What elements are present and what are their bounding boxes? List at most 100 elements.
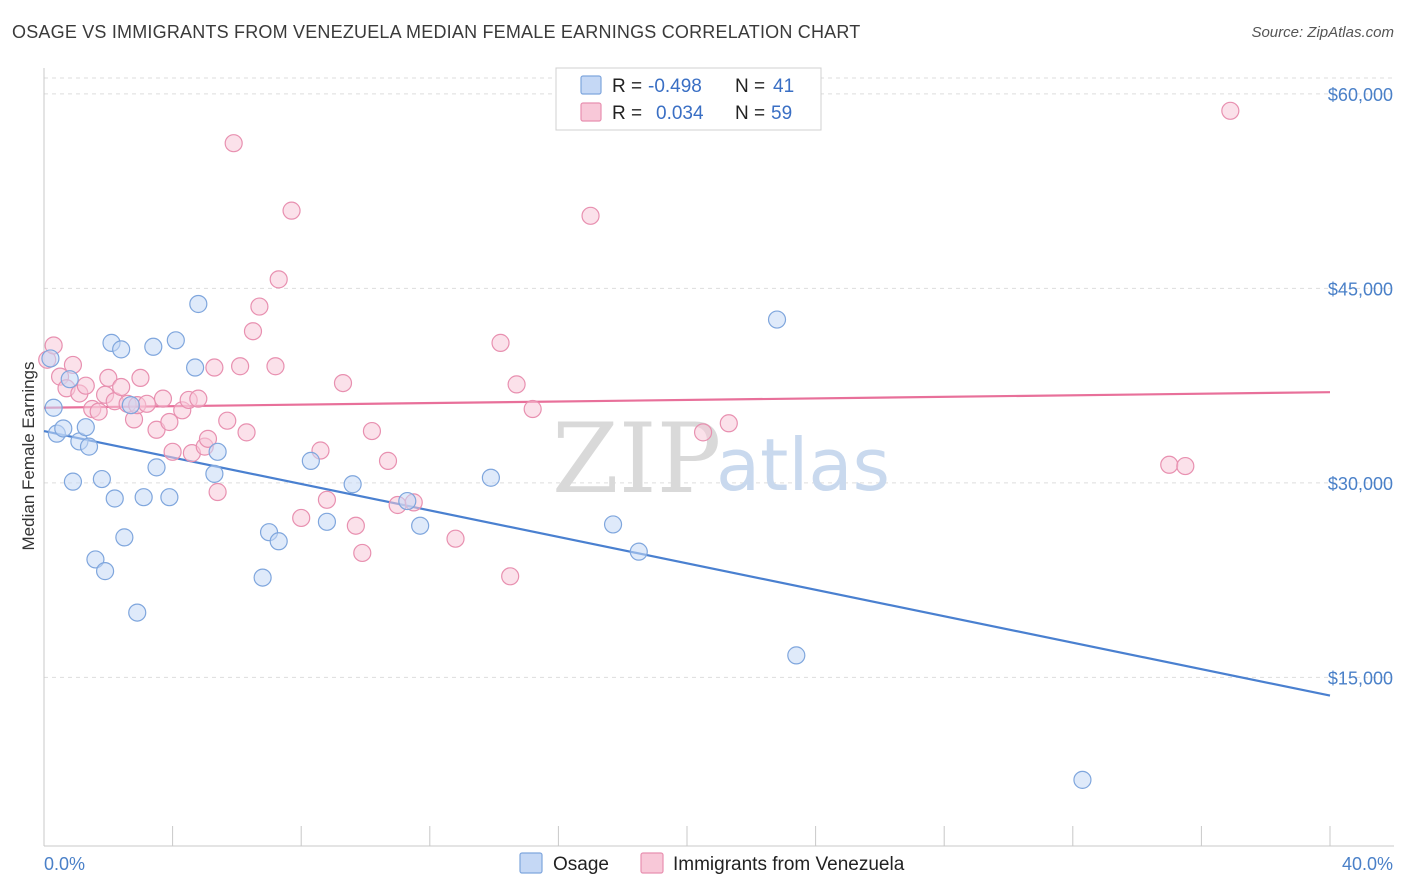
venezuela-point bbox=[250, 297, 269, 316]
watermark-atlas: atlas bbox=[716, 423, 890, 507]
venezuela-point bbox=[346, 516, 365, 535]
series-legend-label-venezuela: Immigrants from Venezuela bbox=[673, 854, 905, 875]
osage-point bbox=[787, 646, 806, 665]
venezuela-point bbox=[507, 375, 526, 394]
osage-point bbox=[301, 451, 320, 470]
osage-point bbox=[86, 550, 105, 569]
venezuela-point bbox=[76, 376, 95, 395]
osage-point bbox=[629, 542, 648, 561]
venezuela-point bbox=[362, 421, 382, 441]
series-legend-swatch-venezuela bbox=[640, 852, 664, 874]
venezuela-point bbox=[292, 508, 311, 528]
osage-point bbox=[205, 464, 224, 483]
venezuela-point bbox=[491, 333, 510, 352]
axes bbox=[43, 68, 1394, 847]
x-axis-ticks bbox=[43, 826, 1331, 846]
venezuela-point bbox=[266, 357, 285, 376]
osage-point bbox=[121, 396, 140, 415]
y-tick-label: $30,000 bbox=[1328, 474, 1393, 494]
osage-point bbox=[208, 442, 227, 461]
osage-point bbox=[44, 398, 63, 417]
legend-n-label-osage: N = bbox=[735, 76, 765, 97]
y-tick-label: $15,000 bbox=[1328, 668, 1393, 688]
venezuela-point bbox=[218, 411, 237, 430]
venezuela-point bbox=[378, 451, 398, 470]
chart-source: Source: ZipAtlas.com bbox=[1251, 24, 1394, 41]
venezuela-point bbox=[523, 399, 542, 419]
legend-n-value-venezuela: 59 bbox=[771, 103, 792, 124]
venezuela-point bbox=[89, 402, 108, 421]
y-tick-label: $60,000 bbox=[1328, 85, 1393, 105]
venezuela-point bbox=[137, 394, 156, 413]
y-axis-label: Median Female Earnings bbox=[19, 362, 38, 551]
osage-point bbox=[317, 512, 337, 531]
venezuela-trend-line bbox=[43, 391, 1331, 409]
series-legend: Osage Immigrants from Venezuela bbox=[519, 852, 905, 875]
legend-r-value-venezuela: 0.034 bbox=[656, 103, 704, 124]
x-tick-label-min: 0.0% bbox=[44, 854, 85, 874]
venezuela-point bbox=[1221, 101, 1240, 120]
legend-r-label-venezuela: R = bbox=[612, 103, 642, 124]
venezuela-point bbox=[131, 368, 150, 388]
venezuela-point bbox=[153, 389, 173, 408]
legend-swatch-venezuela bbox=[580, 102, 602, 122]
osage-point bbox=[1073, 770, 1092, 789]
venezuela-point bbox=[693, 423, 713, 442]
osage-point bbox=[54, 419, 73, 438]
venezuela-point bbox=[231, 357, 250, 376]
osage-point bbox=[92, 469, 111, 489]
osage-point bbox=[105, 489, 124, 508]
venezuela-point bbox=[719, 414, 738, 433]
series-legend-swatch-osage bbox=[519, 852, 543, 874]
osage-point bbox=[343, 475, 362, 494]
osage-point bbox=[160, 488, 179, 507]
correlation-legend: R = -0.498 N = 41 R = 0.034 N = 59 bbox=[555, 67, 822, 131]
venezuela-point bbox=[198, 429, 218, 448]
venezuela-point bbox=[333, 373, 353, 393]
osage-point bbox=[398, 491, 417, 511]
series-legend-label-osage: Osage bbox=[553, 854, 609, 875]
osage-point bbox=[189, 294, 208, 314]
osage-point bbox=[767, 310, 787, 329]
osage-point bbox=[63, 472, 83, 491]
y-tick-label: $45,000 bbox=[1328, 279, 1393, 299]
osage-point bbox=[95, 562, 115, 581]
chart-title: OSAGE VS IMMIGRANTS FROM VENEZUELA MEDIA… bbox=[12, 22, 861, 42]
venezuela-point bbox=[317, 490, 337, 509]
trend-lines bbox=[43, 391, 1331, 697]
watermark-zip: ZIP bbox=[552, 403, 721, 515]
osage-point bbox=[112, 340, 131, 359]
legend-swatch-osage bbox=[580, 75, 602, 95]
osage-point bbox=[60, 370, 79, 389]
venezuela-point bbox=[1160, 455, 1179, 474]
osage-point bbox=[134, 488, 153, 507]
venezuela-point bbox=[282, 201, 301, 220]
osage-point bbox=[481, 468, 500, 487]
osage-point bbox=[79, 437, 99, 456]
legend-r-label-osage: R = bbox=[612, 76, 642, 97]
osage-point bbox=[41, 349, 60, 368]
osage-point bbox=[603, 515, 623, 534]
venezuela-point bbox=[501, 567, 520, 586]
venezuela-point bbox=[99, 368, 118, 388]
osage-trend-line bbox=[43, 429, 1331, 697]
venezuela-point bbox=[446, 529, 465, 548]
venezuela-point bbox=[208, 482, 227, 502]
venezuela-point bbox=[112, 377, 131, 397]
y-axis-tick-labels: $15,000 $30,000 $45,000 $60,000 bbox=[1328, 85, 1393, 689]
osage-point bbox=[166, 331, 185, 350]
grid bbox=[44, 77, 1394, 678]
osage-point bbox=[253, 568, 272, 587]
venezuela-point bbox=[189, 389, 208, 408]
legend-r-value-osage: -0.498 bbox=[648, 76, 702, 97]
venezuela-point bbox=[163, 442, 182, 461]
osage-point bbox=[144, 337, 163, 356]
venezuela-point bbox=[581, 206, 600, 225]
osage-point bbox=[147, 458, 166, 477]
venezuela-point bbox=[1176, 456, 1195, 476]
osage-point bbox=[269, 532, 288, 551]
osage-point bbox=[76, 418, 95, 437]
venezuela-point bbox=[160, 412, 179, 432]
osage-point bbox=[186, 358, 205, 377]
